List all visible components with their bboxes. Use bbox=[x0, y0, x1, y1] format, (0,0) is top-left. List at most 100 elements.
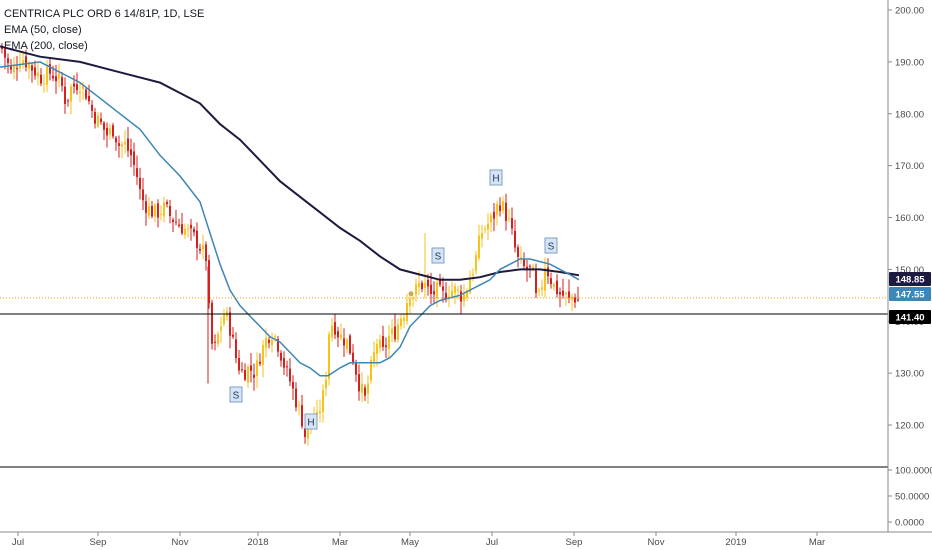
ema50-legend[interactable]: EMA (50, close) bbox=[4, 24, 82, 36]
candle-body bbox=[211, 302, 213, 344]
candle-body bbox=[298, 404, 300, 406]
candle-body bbox=[568, 291, 570, 298]
candle-body bbox=[334, 322, 336, 335]
candle-body bbox=[73, 83, 75, 87]
candle-body bbox=[430, 284, 432, 295]
candle-body bbox=[490, 215, 492, 223]
candle-body bbox=[133, 151, 135, 165]
ema50-line bbox=[0, 61, 580, 377]
candle-body bbox=[181, 224, 183, 234]
candle-body bbox=[196, 230, 198, 248]
candle-body bbox=[136, 168, 138, 177]
candle-body bbox=[97, 115, 99, 127]
candle-body bbox=[544, 267, 546, 291]
price-badge-text: 148.85 bbox=[895, 275, 925, 286]
candle-body bbox=[271, 339, 273, 346]
candle-body bbox=[496, 204, 498, 216]
marker-dot bbox=[408, 291, 414, 297]
candle-body bbox=[349, 335, 351, 354]
candle-body bbox=[124, 142, 126, 145]
ema-layer bbox=[0, 45, 580, 377]
candle-body bbox=[427, 279, 429, 287]
candle-body bbox=[178, 224, 180, 226]
candle-body bbox=[481, 233, 483, 239]
candle-body bbox=[265, 337, 267, 348]
candle-body bbox=[109, 128, 111, 135]
candle-body bbox=[367, 383, 369, 394]
candle-body bbox=[193, 229, 195, 233]
candle-body bbox=[166, 201, 168, 205]
pattern-label-box bbox=[304, 413, 318, 430]
price-badge-text: 147.55 bbox=[895, 290, 925, 301]
candle-body bbox=[532, 266, 534, 270]
chart-title[interactable]: CENTRICA PLC ORD 6 14/81P, 1D, LSE bbox=[4, 8, 205, 20]
candle-body bbox=[316, 412, 318, 415]
time-tick-label: Nov bbox=[172, 537, 189, 548]
candle-body bbox=[139, 177, 141, 190]
candle-body bbox=[175, 221, 177, 223]
candle-body bbox=[541, 287, 543, 290]
candle-body bbox=[514, 230, 516, 248]
candle-body bbox=[487, 223, 489, 230]
candle-body bbox=[418, 282, 420, 288]
candle-body bbox=[217, 333, 219, 344]
candle-body bbox=[280, 352, 282, 361]
indicator-tick-label: 100.0000 bbox=[895, 466, 932, 477]
candle-body bbox=[553, 284, 555, 287]
candle-body bbox=[118, 143, 120, 146]
candle-body bbox=[391, 328, 393, 334]
candle-body bbox=[463, 294, 465, 302]
candle-body bbox=[493, 211, 495, 219]
candle-body bbox=[361, 383, 363, 393]
price-tick-label: 130.00 bbox=[895, 369, 924, 380]
candle-body bbox=[370, 360, 372, 381]
candle-body bbox=[517, 247, 519, 257]
candle-body bbox=[379, 339, 381, 348]
candle-body bbox=[154, 204, 156, 217]
candle-body bbox=[202, 245, 204, 250]
chart-legend: CENTRICA PLC ORD 6 14/81P, 1D, LSE EMA (… bbox=[4, 6, 204, 54]
candle-body bbox=[94, 112, 96, 124]
candle-body bbox=[82, 85, 84, 90]
candle-body bbox=[421, 282, 423, 290]
candle-body bbox=[67, 100, 69, 102]
price-tick-label: 120.00 bbox=[895, 421, 924, 432]
candle-body bbox=[346, 339, 348, 350]
candle-body bbox=[31, 65, 33, 71]
candle-body bbox=[37, 72, 39, 77]
candle-body bbox=[577, 299, 579, 301]
candle-body bbox=[319, 411, 321, 413]
candle-body bbox=[151, 206, 153, 217]
candle-body bbox=[457, 289, 459, 291]
candle-body bbox=[475, 255, 477, 271]
candle-body bbox=[259, 361, 261, 364]
candle-body bbox=[469, 278, 471, 293]
candle-body bbox=[130, 149, 132, 156]
candle-body bbox=[112, 125, 114, 137]
indicator-tick-label: 0.0000 bbox=[895, 518, 924, 529]
candle-body bbox=[373, 352, 375, 362]
time-tick-label: 2019 bbox=[725, 537, 746, 548]
candle-body bbox=[91, 104, 93, 111]
candle-body bbox=[394, 326, 396, 340]
candle-body bbox=[190, 224, 192, 229]
candle-body bbox=[508, 218, 510, 220]
pattern-label-box bbox=[544, 237, 558, 254]
candle-body bbox=[406, 303, 408, 322]
candle-body bbox=[88, 95, 90, 102]
ema200-legend[interactable]: EMA (200, close) bbox=[4, 40, 88, 52]
price-tick-label: 180.00 bbox=[895, 109, 924, 120]
candle-body bbox=[388, 335, 390, 349]
candle-body bbox=[100, 118, 102, 123]
candle-body bbox=[199, 248, 201, 251]
candle-body bbox=[43, 83, 45, 85]
candle-body bbox=[208, 260, 210, 304]
candle-body bbox=[76, 84, 78, 91]
candle-body bbox=[478, 235, 480, 259]
candle-body bbox=[352, 352, 354, 363]
hlines-layer bbox=[0, 297, 888, 468]
pattern-label-box bbox=[489, 169, 503, 186]
pattern-label-box bbox=[431, 247, 445, 264]
candle-body bbox=[40, 74, 42, 84]
